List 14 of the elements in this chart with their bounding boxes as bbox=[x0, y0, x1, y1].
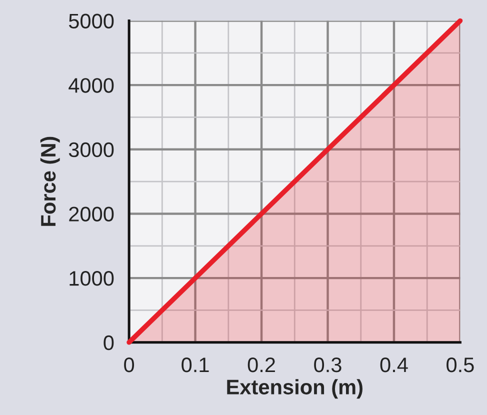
x-tick-label: 0.5 bbox=[446, 358, 474, 372]
x-tick-label: 0.4 bbox=[380, 358, 408, 372]
x-tick-label: 0.1 bbox=[182, 358, 209, 372]
y-tick-label: 2000 bbox=[69, 206, 114, 222]
y-tick-label: 4000 bbox=[68, 78, 114, 93]
y-tick-label: 0 bbox=[104, 335, 114, 350]
x-tick-label: 0.2 bbox=[248, 358, 275, 372]
x-axis-title: Extension (m) bbox=[227, 379, 362, 399]
x-tick-label: 0.3 bbox=[314, 358, 342, 372]
x-tick-label: 0 bbox=[124, 358, 134, 372]
y-tick-label: 3000 bbox=[68, 142, 114, 158]
y-axis-title: Force (N) bbox=[40, 136, 60, 226]
y-tick-label: 1000 bbox=[70, 271, 114, 286]
y-tick-label: 5000 bbox=[68, 14, 114, 29]
